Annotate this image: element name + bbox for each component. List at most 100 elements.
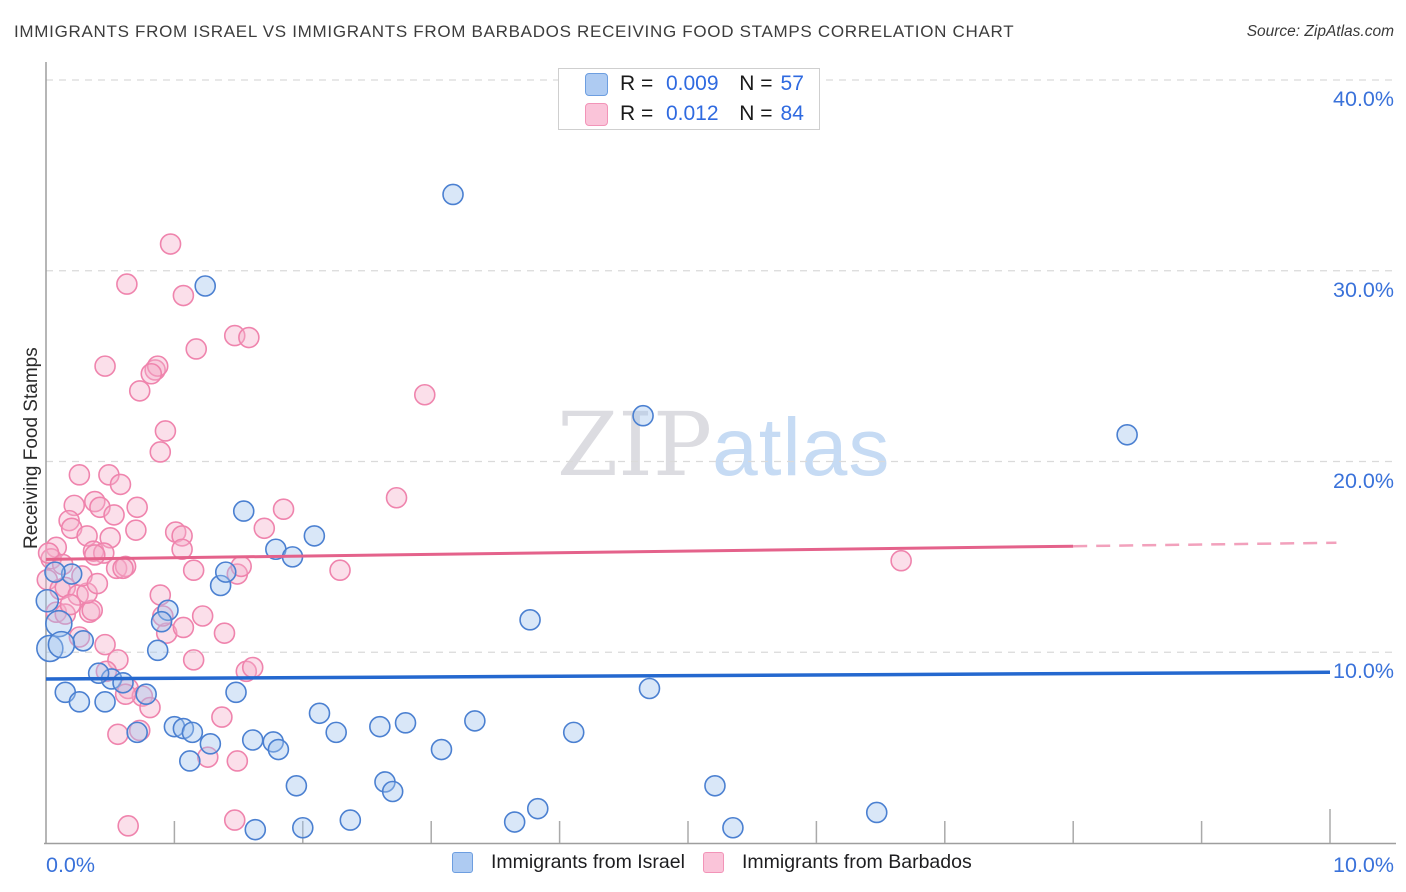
data-point[interactable] — [194, 275, 217, 297]
data-point[interactable] — [68, 691, 91, 713]
data-point[interactable] — [182, 649, 205, 671]
data-point[interactable] — [171, 538, 193, 561]
r-label: R = — [620, 102, 654, 125]
data-point[interactable] — [329, 559, 351, 582]
data-point[interactable] — [211, 706, 233, 728]
data-point[interactable] — [35, 588, 60, 613]
data-point[interactable] — [253, 517, 276, 540]
data-point[interactable] — [394, 712, 417, 734]
data-point[interactable] — [291, 816, 314, 839]
data-point[interactable] — [285, 774, 308, 797]
data-point[interactable] — [45, 609, 73, 638]
data-point[interactable] — [116, 273, 138, 295]
data-point[interactable] — [181, 721, 204, 744]
data-point[interactable] — [1116, 423, 1138, 446]
data-point[interactable] — [272, 498, 295, 520]
data-point[interactable] — [209, 574, 232, 597]
data-point[interactable] — [172, 284, 195, 307]
data-point[interactable] — [381, 780, 404, 803]
data-point[interactable] — [303, 525, 326, 547]
data-point[interactable] — [128, 380, 151, 402]
y-axis-tick-label: 40.0% — [1333, 87, 1394, 111]
data-point[interactable] — [54, 576, 77, 599]
data-point[interactable] — [179, 750, 201, 772]
data-point[interactable] — [865, 801, 888, 824]
data-point[interactable] — [241, 656, 264, 679]
data-point[interactable] — [241, 729, 264, 751]
data-point[interactable] — [126, 721, 148, 744]
data-point[interactable] — [562, 721, 585, 744]
data-point[interactable] — [36, 634, 64, 663]
data-point[interactable] — [139, 696, 161, 719]
data-point[interactable] — [68, 464, 91, 486]
data-point[interactable] — [126, 496, 148, 519]
data-point[interactable] — [199, 733, 222, 755]
data-point[interactable] — [109, 473, 132, 496]
data-point[interactable] — [722, 816, 744, 839]
data-point[interactable] — [442, 183, 464, 206]
data-point[interactable] — [704, 774, 726, 797]
data-point[interactable] — [519, 609, 541, 631]
data-point[interactable] — [154, 420, 177, 442]
data-point[interactable] — [135, 683, 157, 706]
data-point[interactable] — [223, 809, 246, 831]
data-point[interactable] — [182, 559, 205, 582]
data-point[interactable] — [59, 593, 82, 616]
data-point[interactable] — [214, 561, 237, 583]
data-point[interactable] — [339, 809, 362, 831]
data-point[interactable] — [325, 721, 347, 744]
data-point[interactable] — [94, 691, 116, 713]
data-point[interactable] — [72, 630, 95, 652]
data-point[interactable] — [413, 383, 436, 406]
data-point[interactable] — [44, 561, 66, 583]
data-point[interactable] — [385, 486, 408, 509]
data-point[interactable] — [47, 630, 76, 659]
data-point[interactable] — [369, 715, 391, 738]
data-point[interactable] — [146, 639, 169, 662]
data-point[interactable] — [107, 723, 129, 746]
data-point[interactable] — [149, 441, 172, 463]
n-value: 84 — [780, 102, 804, 125]
data-point[interactable] — [226, 750, 249, 772]
data-point[interactable] — [159, 233, 182, 255]
data-point[interactable] — [225, 681, 247, 704]
barbados-swatch-icon — [702, 852, 724, 873]
data-point[interactable] — [308, 702, 331, 725]
data-point[interactable] — [112, 557, 134, 580]
data-point[interactable] — [125, 519, 147, 541]
data-point[interactable] — [107, 649, 129, 671]
data-point[interactable] — [196, 746, 219, 768]
data-point[interactable] — [140, 362, 163, 385]
x-axis-label-max: 10.0% — [1333, 853, 1394, 877]
data-point[interactable] — [144, 359, 166, 381]
data-point[interactable] — [503, 811, 526, 833]
data-point[interactable] — [232, 500, 255, 522]
data-point[interactable] — [464, 710, 486, 732]
data-point[interactable] — [185, 338, 208, 360]
data-point[interactable] — [890, 549, 912, 572]
data-point[interactable] — [86, 572, 109, 595]
data-point[interactable] — [81, 599, 104, 622]
data-point[interactable] — [430, 738, 453, 761]
data-point[interactable] — [238, 326, 260, 349]
data-point[interactable] — [191, 605, 214, 627]
data-point[interactable] — [244, 818, 267, 841]
data-point[interactable] — [632, 404, 654, 427]
data-point[interactable] — [83, 544, 106, 566]
data-point[interactable] — [213, 622, 236, 644]
data-point[interactable] — [172, 616, 195, 639]
data-point[interactable] — [94, 633, 116, 656]
data-point[interactable] — [112, 671, 134, 694]
data-point[interactable] — [117, 815, 139, 837]
data-point[interactable] — [267, 738, 290, 761]
data-point[interactable] — [638, 677, 661, 700]
data-point[interactable] — [526, 797, 549, 820]
data-point[interactable] — [155, 622, 178, 644]
data-point[interactable] — [103, 504, 125, 526]
data-point[interactable] — [150, 610, 173, 633]
legend-label-israel: Immigrants from Israel — [491, 851, 685, 873]
data-point[interactable] — [157, 599, 179, 622]
data-point[interactable] — [60, 563, 83, 585]
data-point[interactable] — [94, 355, 116, 377]
